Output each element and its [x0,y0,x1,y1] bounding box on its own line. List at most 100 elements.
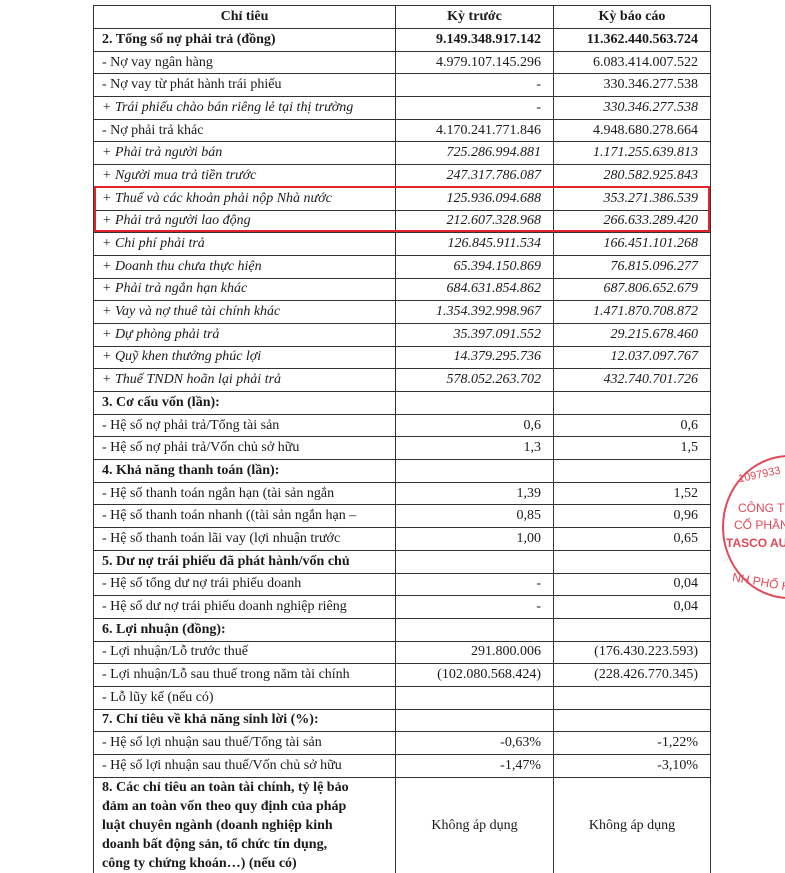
value-cell: 684.631.854.862 [395,277,554,302]
table-row: 7. Chỉ tiêu về khả năng sinh lời (%): [93,708,711,733]
label-cell: - Lỗ lũy kế (nếu có) [93,685,396,710]
value-cell: 11.362.440.563.724 [553,28,711,52]
table-row: - Nợ vay ngân hàng 4.979.107.145.296 6.083… [93,50,711,75]
table-row: + Chi phí phải trả 126.845.911.534 166.451… [93,232,711,256]
value-cell: 1.171.255.639.813 [553,141,711,166]
label-cell: + Phải trả người bán [93,141,396,166]
value-cell: -3,10% [553,754,711,778]
table-row: 5. Dư nợ trái phiếu đã phát hành/vốn chủ [93,549,711,574]
table-row: + Phải trả ngắn hạn khác 684.631.854.862 6… [93,277,711,302]
company-stamp: 1097933 CÔNG TY CỔ PHẦN TASCO AUT NH PHỐ… [722,455,785,599]
table-row: - Hệ số lợi nhuận sau thuế/Tổng tài sản -… [93,731,711,755]
table-row: - Lợi nhuận/Lỗ trước thuế 291.800.006 (176… [93,640,711,665]
value-cell: 266.633.289.420 [553,209,711,234]
table-row: + Phải trả người bán 725.286.994.881 1.171… [93,141,711,166]
label-cell: 7. Chỉ tiêu về khả năng sinh lời (%): [93,708,396,733]
value-cell: 1,39 [395,481,554,506]
value-cell: 291.800.006 [395,640,554,665]
label-cell: + Thuế và các khoản phải nộp Nhà nước [93,186,396,211]
stamp-text: TASCO AUT [726,536,785,550]
value-cell: (102.080.568.424) [395,663,554,687]
value-cell: 725.286.994.881 [395,141,554,166]
table-row: - Hệ số thanh toán lãi vay (lợi nhuận tr… [93,527,711,551]
value-cell: Không áp dụng [395,776,554,873]
value-cell: 280.582.925.843 [553,164,711,188]
value-cell: 247.317.786.087 [395,164,554,188]
stamp-number: 1097933 [737,464,782,486]
header-row: Chỉ tiêu Kỳ trước Kỳ báo cáo [93,5,711,29]
value-cell: 0,96 [553,504,711,529]
value-cell [553,685,711,710]
value-cell: 0,04 [553,572,711,597]
value-cell: 166.451.101.268 [553,232,711,256]
value-cell [553,459,711,483]
value-cell: 1,5 [553,436,711,461]
value-cell: 330.346.277.538 [553,73,711,98]
value-cell: 212.607.328.968 [395,209,554,234]
label-cell: + Trái phiếu chào bán riêng lẻ tại thị t… [93,96,396,120]
value-cell: 29.215.678.460 [553,322,711,347]
label-line: 8. Các chỉ tiêu an toàn tài chính, tỷ lệ… [102,779,349,795]
label-cell: + Thuế TNDN hoãn lại phải trả [93,368,396,392]
value-cell: Không áp dụng [553,776,711,873]
table-row: - Hệ số dư nợ trái phiếu doanh nghiệp ri… [93,595,711,619]
header-cell: Kỳ trước [395,5,554,29]
value-cell: 0,6 [553,413,711,438]
label-cell: - Nợ vay ngân hàng [93,50,396,75]
label-cell: 2. Tổng số nợ phải trả (đồng) [93,28,396,52]
value-cell: -1,22% [553,731,711,755]
table-row: - Hệ số tổng dư nợ trái phiếu doanh -0,04 [93,572,711,597]
label-cell: 6. Lợi nhuận (đồng): [93,617,396,642]
value-cell: 1,3 [395,436,554,461]
label-cell: + Vay và nợ thuê tài chính khác [93,300,396,324]
value-cell: 432.740.701.726 [553,368,711,392]
table-row: - Hệ số nợ phải trả/Tổng tài sản 0,6 0,6 [93,413,711,438]
value-cell: 9.149.348.917.142 [395,28,554,52]
value-cell: 0,85 [395,504,554,529]
value-cell: (176.430.223.593) [553,640,711,665]
value-cell: 6.083.414.007.522 [553,50,711,75]
value-cell: 4.979.107.145.296 [395,50,554,75]
value-cell [553,549,711,574]
table-row: - Hệ số lợi nhuận sau thuế/Vốn chủ sở hữ… [93,754,711,778]
value-cell: 687.806.652.679 [553,277,711,302]
value-cell [395,391,554,415]
value-cell: 76.815.096.277 [553,254,711,279]
value-cell: 65.394.150.869 [395,254,554,279]
label-cell: - Hệ số nợ phải trả/Vốn chủ sở hữu [93,436,396,461]
value-cell: 1,52 [553,481,711,506]
table-row: - Hệ số nợ phải trả/Vốn chủ sở hữu 1,3 1,5 [93,436,711,461]
label-cell: - Hệ số thanh toán nhanh ((tài sản ngắn … [93,504,396,529]
value-cell: 35.397.091.552 [395,322,554,347]
label-cell: + Quỹ khen thưởng phúc lợi [93,345,396,370]
value-cell: 14.379.295.736 [395,345,554,370]
table-row: + Doanh thu chưa thực hiện 65.394.150.869… [93,254,711,279]
label-cell: + Chi phí phải trả [93,232,396,256]
label-cell: + Người mua trả tiền trước [93,164,396,188]
label-cell: - Nợ phải trả khác [93,118,396,143]
value-cell: -0,63% [395,731,554,755]
table-row: 2. Tổng số nợ phải trả (đồng) 9.149.348.9… [93,28,711,52]
table-row: 8. Các chỉ tiêu an toàn tài chính, tỷ lệ… [93,776,711,873]
table-row: + Dự phòng phải trả 35.397.091.552 29.215.… [93,322,711,347]
label-cell: - Lợi nhuận/Lỗ sau thuế trong năm tài ch… [93,663,396,687]
highlight-box [94,186,710,232]
table-row: 6. Lợi nhuận (đồng): [93,617,711,642]
table-row: 4. Khả năng thanh toán (lần): [93,459,711,483]
table-row: - Lợi nhuận/Lỗ sau thuế trong năm tài ch… [93,663,711,687]
stamp-text: CÔNG TY [738,501,785,515]
header-cell: Chỉ tiêu [93,5,396,29]
label-cell: + Phải trả ngắn hạn khác [93,277,396,302]
table-row: - Nợ phải trả khác 4.170.241.771.846 4.948… [93,118,711,143]
label-line: công ty chứng khoán…) (nếu có) [102,855,297,871]
label-line: đảm an toàn vốn theo quy định của pháp [102,798,347,814]
label-line: luật chuyên ngành (doanh nghiệp kinh [102,817,333,833]
value-cell: 1.354.392.998.967 [395,300,554,324]
header-cell: Kỳ báo cáo [553,5,711,29]
table-row: + Trái phiếu chào bán riêng lẻ tại thị t… [93,96,711,120]
value-cell: - [395,73,554,98]
value-cell: 12.037.097.767 [553,345,711,370]
value-cell [395,459,554,483]
value-cell: - [395,572,554,597]
table-row: + Thuế TNDN hoãn lại phải trả 578.052.263… [93,368,711,392]
